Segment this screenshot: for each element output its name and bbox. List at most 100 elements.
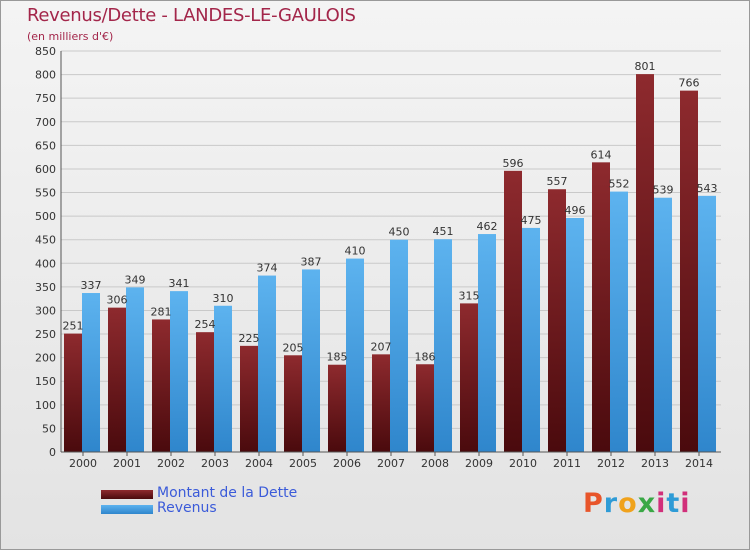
x-tick-label: 2008 <box>421 457 449 470</box>
bar-revenus <box>346 258 364 452</box>
data-label-dette: 766 <box>679 77 700 90</box>
bar-revenus <box>170 291 188 452</box>
x-tick-label: 2005 <box>289 457 317 470</box>
x-tick-label: 2001 <box>113 457 141 470</box>
data-label-dette: 596 <box>503 157 524 170</box>
y-tick-label: 500 <box>35 210 56 223</box>
y-tick-label: 200 <box>35 352 56 365</box>
y-tick-label: 800 <box>35 69 56 82</box>
bar-revenus <box>434 239 452 452</box>
axes: 0 50 100 150 200 250 300 350 400 450 500 550 600 650 7… <box>35 45 721 470</box>
y-tick-label: 650 <box>35 139 56 152</box>
bar-dette <box>328 364 346 452</box>
bar-dette <box>416 364 434 452</box>
data-label-revenus: 450 <box>389 226 410 239</box>
bar-revenus <box>390 239 408 452</box>
y-tick-label: 700 <box>35 116 56 129</box>
data-label-revenus: 451 <box>433 225 454 238</box>
data-label-dette: 254 <box>195 318 216 331</box>
bar-dette <box>240 345 258 452</box>
data-label-dette: 185 <box>327 351 348 364</box>
data-label-revenus: 462 <box>477 220 498 233</box>
data-label-dette: 315 <box>459 289 480 302</box>
data-label-dette: 281 <box>151 305 172 318</box>
x-tick-label: 2009 <box>465 457 493 470</box>
bar-dette <box>372 354 390 452</box>
y-tick-label: 350 <box>35 281 56 294</box>
data-label-revenus: 387 <box>301 255 322 268</box>
x-tick-label: 2013 <box>641 457 669 470</box>
y-tick-label: 750 <box>35 92 56 105</box>
bar-revenus <box>258 275 276 452</box>
bar-revenus <box>654 197 672 452</box>
legend-label-dette: Montant de la Dette <box>157 485 298 501</box>
data-label-dette: 557 <box>547 175 568 188</box>
bar-revenus <box>566 218 584 452</box>
legend-label-revenus: Revenus <box>157 500 217 516</box>
x-tick-label: 2007 <box>377 457 405 470</box>
data-label-revenus: 341 <box>169 277 190 290</box>
bar-revenus <box>302 269 320 452</box>
data-label-revenus: 496 <box>565 204 586 217</box>
x-tick-label: 2003 <box>201 457 229 470</box>
bar-dette <box>64 333 82 452</box>
data-label-revenus: 374 <box>257 262 278 275</box>
x-tick-label: 2004 <box>245 457 273 470</box>
bar-dette <box>108 307 126 452</box>
x-tick-label: 2002 <box>157 457 185 470</box>
data-label-dette: 205 <box>283 341 304 354</box>
data-label-revenus: 539 <box>653 184 674 197</box>
bar-dette <box>680 90 698 452</box>
y-tick-label: 850 <box>35 45 56 58</box>
chart-subtitle: (en milliers d'€) <box>27 30 114 43</box>
legend-swatch-dette <box>101 490 153 499</box>
y-tick-label: 400 <box>35 257 56 270</box>
y-tick-label: 450 <box>35 234 56 247</box>
bar-revenus <box>522 227 540 452</box>
data-labels: 251 337 306 349 281 341 254 310 225 374 205 387 185 4… <box>63 60 718 364</box>
x-tick-label: 2012 <box>597 457 625 470</box>
bar-revenus <box>698 195 716 452</box>
y-tick-label: 150 <box>35 375 56 388</box>
x-tick-label: 2011 <box>553 457 581 470</box>
chart-title: Revenus/Dette - LANDES-LE-GAULOIS <box>27 5 356 26</box>
bar-dette <box>548 189 566 453</box>
data-label-dette: 251 <box>63 320 84 333</box>
data-label-revenus: 410 <box>345 245 366 258</box>
bar-revenus <box>126 287 144 452</box>
data-label-revenus: 337 <box>81 279 102 292</box>
x-tick-label: 2006 <box>333 457 361 470</box>
x-tick-label: 2000 <box>69 457 97 470</box>
data-label-dette: 801 <box>635 60 656 73</box>
data-label-dette: 225 <box>239 332 260 345</box>
bar-dette <box>196 332 214 452</box>
bar-dette <box>152 319 170 452</box>
bars <box>64 74 716 453</box>
data-label-revenus: 475 <box>521 214 542 227</box>
bar-dette <box>284 355 302 452</box>
y-tick-label: 250 <box>35 328 56 341</box>
data-label-dette: 207 <box>371 340 392 353</box>
bar-revenus <box>214 305 232 452</box>
bar-dette <box>592 162 610 452</box>
bar-revenus <box>82 293 100 452</box>
x-tick-label: 2010 <box>509 457 537 470</box>
bar-revenus <box>610 191 628 452</box>
data-label-dette: 186 <box>415 350 436 363</box>
x-tick-label: 2014 <box>685 457 713 470</box>
legend-swatch-revenus <box>101 505 153 514</box>
y-tick-label: 0 <box>49 446 56 459</box>
data-label-revenus: 552 <box>609 178 630 191</box>
y-tick-label: 50 <box>42 422 56 435</box>
bar-dette <box>460 303 478 452</box>
bar-dette <box>504 170 522 452</box>
data-label-dette: 614 <box>591 148 612 161</box>
data-label-dette: 306 <box>107 294 128 307</box>
y-tick-label: 550 <box>35 187 56 200</box>
proxiti-logo: Proxiti <box>583 488 691 519</box>
data-label-revenus: 543 <box>697 182 718 195</box>
y-tick-label: 100 <box>35 399 56 412</box>
data-label-revenus: 349 <box>125 273 146 286</box>
